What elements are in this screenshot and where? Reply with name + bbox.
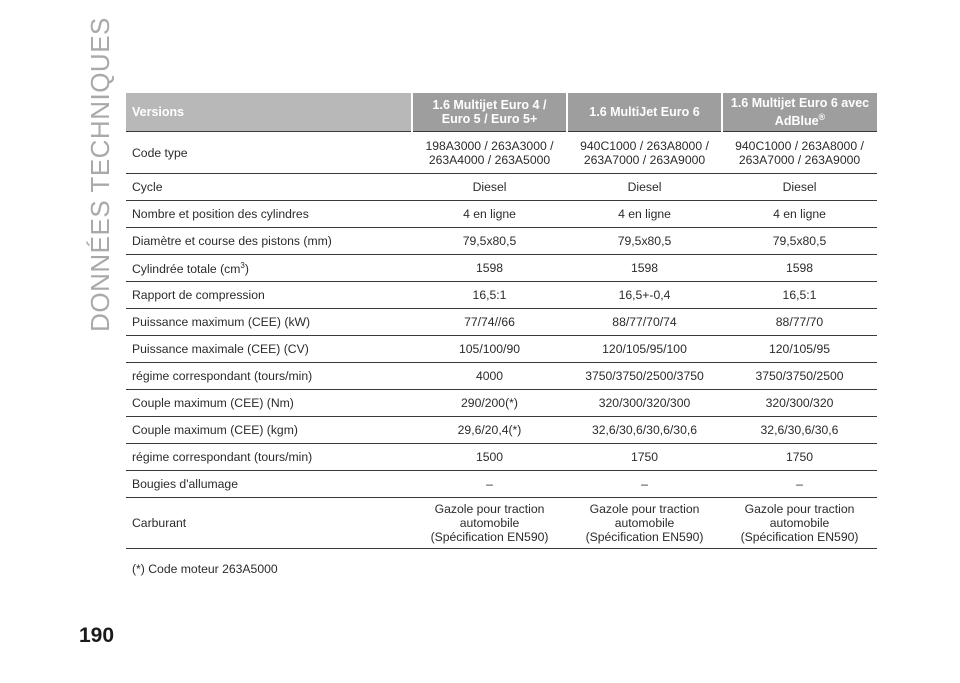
- table-row: Code type 198A3000 / 263A3000 / 263A4000…: [126, 131, 877, 174]
- table-row: Cycle Diesel Diesel Diesel: [126, 173, 877, 201]
- cell-value: 32,6/30,6/30,6: [722, 416, 877, 444]
- cell-value: Diesel: [567, 173, 722, 201]
- row-label: Carburant: [126, 497, 412, 549]
- section-title: DONNÉES TECHNIQUES: [80, 17, 120, 332]
- cell-value: 1598: [722, 254, 877, 282]
- row-label: Rapport de compression: [126, 281, 412, 309]
- row-label: Puissance maximum (CEE) (kW): [126, 308, 412, 336]
- cell-value: Diesel: [722, 173, 877, 201]
- cell-value: 32,6/30,6/30,6/30,6: [567, 416, 722, 444]
- cell-value: 120/105/95/100: [567, 335, 722, 363]
- cell-value: 16,5:1: [722, 281, 877, 309]
- table-row: Couple maximum (CEE) (Nm) 290/200(*) 320…: [126, 389, 877, 417]
- cell-value: Gazole pour traction automobile (Spécifi…: [567, 497, 722, 549]
- row-label: Puissance maximale (CEE) (CV): [126, 335, 412, 363]
- table-row: Puissance maximum (CEE) (kW) 77/74//66 8…: [126, 308, 877, 336]
- technical-data-table: Versions 1.6 Multijet Euro 4 / Euro 5 / …: [126, 93, 877, 549]
- header-version-euro6: 1.6 MultiJet Euro 6: [566, 93, 722, 132]
- cell-value: 88/77/70: [722, 308, 877, 336]
- row-label: Cycle: [126, 173, 412, 201]
- table-row: Nombre et position des cylindres 4 en li…: [126, 200, 877, 228]
- table-row: régime correspondant (tours/min) 1500 17…: [126, 443, 877, 471]
- row-label: Nombre et position des cylindres: [126, 200, 412, 228]
- cell-value: 4 en ligne: [412, 200, 567, 228]
- row-label: Couple maximum (CEE) (kgm): [126, 416, 412, 444]
- cell-value: –: [412, 470, 567, 498]
- cell-value: 16,5:1: [412, 281, 567, 309]
- cell-value: 320/300/320: [722, 389, 877, 417]
- cell-value: 88/77/70/74: [567, 308, 722, 336]
- cell-value: 1500: [412, 443, 567, 471]
- table-row: Cylindrée totale (cm3) 1598 1598 1598: [126, 254, 877, 282]
- header-version-euro6-adblue-text: 1.6 Multijet Euro 6 avec AdBlue: [730, 95, 870, 129]
- cell-value: 1598: [567, 254, 722, 282]
- unit-superscript: 3: [240, 261, 245, 271]
- page-number: 190: [79, 624, 115, 647]
- registered-mark: ®: [818, 111, 826, 122]
- row-label-suffix: ): [244, 262, 249, 277]
- cell-value: 1750: [567, 443, 722, 471]
- cell-value: 79,5x80,5: [412, 227, 567, 255]
- cell-value: 1750: [722, 443, 877, 471]
- row-label: régime correspondant (tours/min): [126, 362, 412, 390]
- cell-value: 320/300/320/300: [567, 389, 722, 417]
- cell-value: Diesel: [412, 173, 567, 201]
- cell-value: 198A3000 / 263A3000 / 263A4000 / 263A500…: [412, 131, 567, 174]
- table-row: Carburant Gazole pour traction automobil…: [126, 497, 877, 549]
- row-label: Code type: [126, 131, 412, 174]
- table-row: Bougies d'allumage – – –: [126, 470, 877, 498]
- cell-value: 4 en ligne: [567, 200, 722, 228]
- cell-value: –: [567, 470, 722, 498]
- cell-value: 3750/3750/2500/3750: [567, 362, 722, 390]
- row-label: Diamètre et course des pistons (mm): [126, 227, 412, 255]
- section-title-text: DONNÉES TECHNIQUES: [84, 16, 115, 332]
- row-label: Couple maximum (CEE) (Nm): [126, 389, 412, 417]
- cell-value: Gazole pour traction automobile (Spécifi…: [412, 497, 567, 549]
- cell-value: Gazole pour traction automobile (Spécifi…: [722, 497, 877, 549]
- cell-value: 79,5x80,5: [567, 227, 722, 255]
- footnote: (*) Code moteur 263A5000: [132, 562, 278, 576]
- header-version-euro6-adblue: 1.6 Multijet Euro 6 avec AdBlue®: [721, 93, 877, 132]
- row-label: régime correspondant (tours/min): [126, 443, 412, 471]
- table-row: Puissance maximale (CEE) (CV) 105/100/90…: [126, 335, 877, 363]
- cell-value: 290/200(*): [412, 389, 567, 417]
- table-row: Couple maximum (CEE) (kgm) 29,6/20,4(*) …: [126, 416, 877, 444]
- table-row: régime correspondant (tours/min) 4000 37…: [126, 362, 877, 390]
- row-label: Cylindrée totale (cm3): [126, 254, 412, 282]
- cell-value: 29,6/20,4(*): [412, 416, 567, 444]
- cell-value: 4000: [412, 362, 567, 390]
- table-header-row: Versions 1.6 Multijet Euro 4 / Euro 5 / …: [126, 93, 877, 132]
- cell-value: 3750/3750/2500: [722, 362, 877, 390]
- cell-value: 940C1000 / 263A8000 / 263A7000 / 263A900…: [567, 131, 722, 174]
- cell-value: 79,5x80,5: [722, 227, 877, 255]
- table-row: Rapport de compression 16,5:1 16,5+-0,4 …: [126, 281, 877, 309]
- cell-value: 16,5+-0,4: [567, 281, 722, 309]
- row-label: Bougies d'allumage: [126, 470, 412, 498]
- cell-value: 120/105/95: [722, 335, 877, 363]
- cell-value: 77/74//66: [412, 308, 567, 336]
- table-row: Diamètre et course des pistons (mm) 79,5…: [126, 227, 877, 255]
- cell-value: –: [722, 470, 877, 498]
- cell-value: 940C1000 / 263A8000 / 263A7000 / 263A900…: [722, 131, 877, 174]
- cell-value: 1598: [412, 254, 567, 282]
- cell-value: 105/100/90: [412, 335, 567, 363]
- row-label-text: Cylindrée totale (cm: [132, 262, 241, 277]
- header-version-euro4-5: 1.6 Multijet Euro 4 / Euro 5 / Euro 5+: [411, 93, 567, 132]
- header-versions-label: Versions: [126, 93, 412, 132]
- cell-value: 4 en ligne: [722, 200, 877, 228]
